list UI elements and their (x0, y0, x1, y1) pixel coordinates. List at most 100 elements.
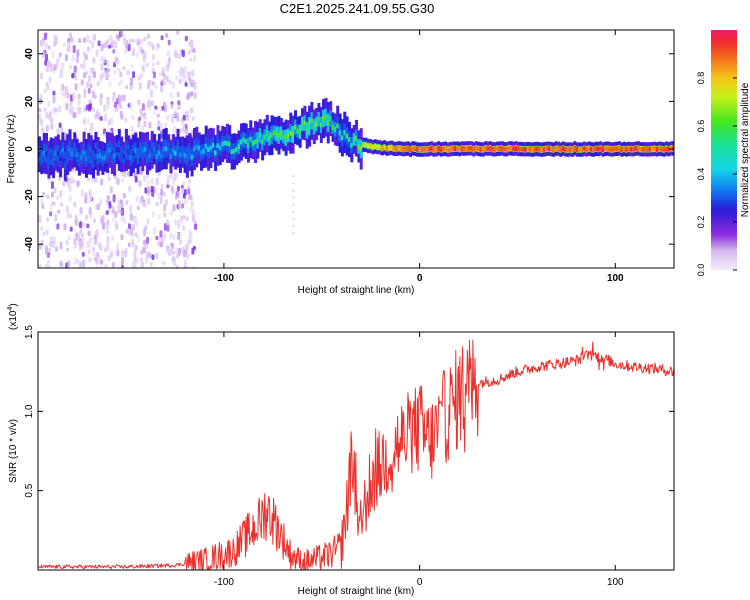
heatmap-cell (221, 141, 225, 147)
heatmap-cell (83, 37, 86, 44)
snr-x-ticks: -100 0 100 (214, 332, 624, 588)
heatmap-cell (495, 146, 499, 152)
heatmap-cell (128, 185, 132, 193)
heatmap-cell (187, 185, 191, 190)
heatmap-cell (73, 257, 77, 266)
heatmap-cell (146, 62, 150, 67)
heatmap-cell (168, 79, 172, 85)
heatmap-cell (77, 97, 81, 106)
heatmap-cell (641, 146, 645, 152)
heatmap-cell (106, 96, 110, 105)
heatmap-cell (142, 202, 145, 207)
x-tick-label: 100 (607, 577, 624, 588)
heatmap-cell (45, 247, 49, 256)
heatmap-cell (149, 89, 153, 98)
heatmap-cell (160, 188, 164, 196)
heatmap-cell (172, 250, 175, 255)
heatmap-cell (124, 117, 128, 123)
heatmap-cell (100, 93, 103, 99)
heatmap-cell (162, 81, 166, 86)
heatmap-cell (80, 154, 84, 160)
heatmap-cell (292, 203, 295, 206)
heatmap-cell (336, 123, 340, 129)
heatmap-cell (116, 242, 120, 251)
heatmap-cell (42, 191, 46, 197)
heatmap-cell (613, 146, 617, 152)
heatmap-cell (552, 147, 556, 152)
heatmap-cell (573, 145, 577, 151)
heatmap-cell (319, 122, 323, 128)
heatmap-cell (90, 67, 94, 73)
heatmap-cell (157, 120, 161, 127)
heatmap-cell (261, 139, 265, 145)
heatmap-cell (92, 33, 96, 41)
heatmap-cell (531, 147, 535, 152)
heatmap-cell (43, 107, 47, 112)
y-tick-label: 1.5 (24, 325, 35, 339)
heatmap-cell (54, 246, 58, 252)
heatmap-cell (127, 242, 131, 247)
heatmap-cell (92, 249, 96, 257)
heatmap-cell (184, 123, 188, 129)
heatmap-cell (125, 199, 129, 206)
heatmap-cell (48, 76, 52, 83)
heatmap-cell (65, 103, 69, 111)
heatmap-cell (52, 155, 56, 161)
heatmap-cell (197, 145, 201, 151)
heatmap-cell (117, 94, 121, 103)
heatmap-cell (247, 142, 250, 148)
heatmap-cell (140, 261, 144, 268)
heatmap-cell (162, 260, 166, 266)
heatmap-cell (667, 146, 671, 152)
heatmap-cell (345, 133, 349, 139)
heatmap-cell (141, 149, 145, 155)
heatmap-cell (103, 69, 107, 78)
heatmap-cell (383, 144, 387, 150)
heatmap-cell (521, 146, 525, 152)
heatmap-cell (538, 146, 542, 152)
heatmap-cell (608, 146, 612, 152)
heatmap-cell (147, 80, 151, 87)
heatmap-cell (284, 135, 288, 141)
heatmap-cell (88, 207, 92, 215)
heatmap-cell (50, 123, 54, 130)
heatmap-cell (43, 88, 47, 94)
snr-frame (37, 331, 675, 571)
heatmap-cell (46, 194, 50, 200)
heatmap-cell (119, 209, 123, 214)
heatmap-cell (144, 256, 148, 264)
heatmap-cell (69, 32, 73, 39)
heatmap-cell (164, 122, 168, 130)
heatmap-cell (121, 257, 125, 265)
heatmap-cell (458, 146, 462, 152)
heatmap-cell (176, 185, 180, 192)
y-tick-label: -40 (24, 237, 35, 252)
heatmap-cell (575, 147, 579, 152)
heatmap-cell (134, 244, 138, 251)
heatmap-cell (188, 149, 192, 155)
heatmap-cell (606, 146, 610, 152)
heatmap-y-label: Frequency (Hz) (6, 115, 17, 184)
heatmap-cell (292, 189, 295, 192)
heatmap-cell (317, 116, 321, 122)
heatmap-cell (143, 146, 147, 152)
heatmap-cell (136, 206, 140, 211)
heatmap-cell (114, 58, 118, 65)
heatmap-cell (111, 261, 115, 268)
heatmap-cell (46, 217, 50, 222)
heatmap-cell (120, 79, 124, 84)
heatmap-cell (181, 49, 185, 58)
heatmap-cell (580, 147, 584, 153)
heatmap-cell (89, 83, 93, 89)
heatmap-cell (138, 82, 142, 90)
heatmap-cell (177, 232, 181, 239)
heatmap-cell (622, 146, 626, 152)
heatmap-cell (135, 195, 139, 203)
heatmap-cell (143, 175, 147, 182)
heatmap-cell (615, 146, 619, 152)
heatmap-cell (87, 118, 91, 124)
y-tick-label: 40 (24, 48, 35, 60)
heatmap-cell (149, 261, 153, 267)
heatmap-cell (272, 130, 276, 135)
heatmap-cell (380, 145, 384, 151)
